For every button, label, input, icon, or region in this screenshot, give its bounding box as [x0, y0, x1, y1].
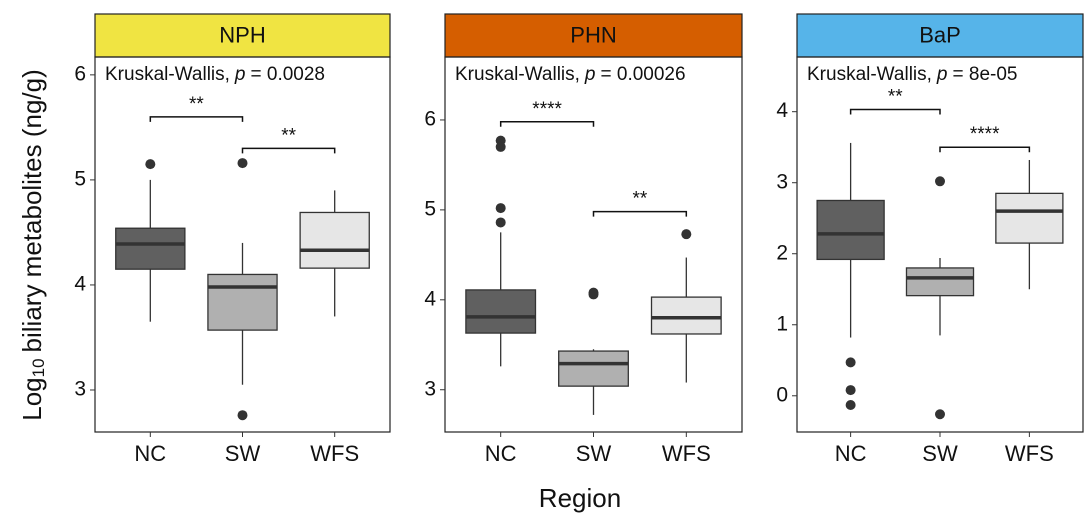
significance-bracket [939, 146, 1031, 153]
y-tick-label: 2 [776, 241, 788, 264]
box [115, 227, 186, 270]
outlier [237, 410, 248, 421]
outlier [935, 409, 945, 420]
x-tick-label: SW [922, 441, 958, 466]
y-tick-label: 4 [74, 272, 86, 295]
box [558, 350, 629, 387]
y-label-rest: biliary metabolites (ng/g) [17, 69, 47, 352]
y-label-sub: 10 [29, 358, 48, 377]
test-method: Kruskal-Wallis, [807, 64, 932, 85]
panel-title: BaP [919, 22, 961, 47]
test-annotation: Kruskal-Wallis, p = 0.00026 [455, 64, 686, 85]
x-axis-label: Region [539, 483, 621, 513]
significance-label: ** [281, 125, 296, 146]
box [650, 296, 722, 335]
box [299, 211, 370, 269]
y-tick-label: 1 [776, 312, 788, 335]
outlier [681, 229, 692, 240]
box [465, 289, 537, 334]
x-tick-label: WFS [310, 441, 359, 466]
box [995, 192, 1064, 244]
outlier [495, 203, 506, 214]
panel-title: NPH [219, 22, 265, 47]
outlier [588, 289, 599, 300]
box [207, 273, 278, 331]
outlier [495, 217, 506, 228]
outlier [237, 158, 248, 169]
panel-title: PHN [570, 22, 616, 47]
y-label-prefix: Log [17, 377, 47, 420]
y-axis-label: Log10 biliary metabolites (ng/g) [17, 69, 49, 421]
strip [444, 13, 743, 58]
p-symbol: p [234, 64, 246, 85]
y-tick-label: 6 [74, 62, 86, 85]
significance-bracket [241, 147, 336, 154]
outlier [495, 141, 506, 152]
x-tick-label: NC [485, 441, 517, 466]
x-tick-label: SW [225, 441, 261, 466]
y-tick-label: 3 [424, 377, 436, 400]
significance-bracket [849, 108, 941, 115]
x-tick-label: NC [835, 441, 867, 466]
significance-bracket [149, 116, 244, 122]
p-value: = 8e-05 [953, 64, 1018, 85]
box [816, 199, 885, 261]
y-tick-label: 4 [424, 287, 436, 310]
test-annotation: Kruskal-Wallis, p = 8e-05 [807, 64, 1017, 85]
strip [796, 13, 1084, 58]
y-tick-label: 0 [776, 383, 788, 406]
outlier [845, 400, 856, 411]
outlier [145, 159, 156, 170]
x-tick-label: WFS [1005, 441, 1054, 466]
outlier [845, 357, 856, 368]
significance-label: **** [970, 124, 1000, 145]
test-annotation: Kruskal-Wallis, p = 0.0028 [105, 64, 325, 85]
significance-label: ** [888, 87, 903, 108]
p-value: = 0.00026 [601, 64, 686, 85]
x-tick-label: WFS [662, 441, 711, 466]
x-tick-label: NC [134, 441, 166, 466]
y-tick-label: 5 [74, 167, 86, 190]
x-tick-label: SW [576, 441, 612, 466]
test-method: Kruskal-Wallis, [105, 64, 230, 85]
y-tick-label: 3 [74, 378, 86, 401]
outlier [845, 385, 856, 396]
strip [94, 13, 391, 58]
significance-label: ** [633, 189, 648, 210]
significance-bracket [499, 120, 595, 127]
p-symbol: p [936, 64, 948, 85]
significance-label: ** [189, 94, 204, 115]
y-tick-label: 6 [424, 107, 436, 130]
test-method: Kruskal-Wallis, [455, 64, 580, 85]
outlier [935, 176, 945, 187]
significance-bracket [592, 210, 688, 217]
box [905, 267, 975, 297]
y-tick-label: 3 [776, 170, 788, 193]
p-value: = 0.0028 [251, 64, 326, 85]
p-symbol: p [584, 64, 596, 85]
y-tick-label: 4 [776, 99, 788, 122]
y-tick-label: 5 [424, 197, 436, 220]
significance-label: **** [532, 99, 562, 120]
